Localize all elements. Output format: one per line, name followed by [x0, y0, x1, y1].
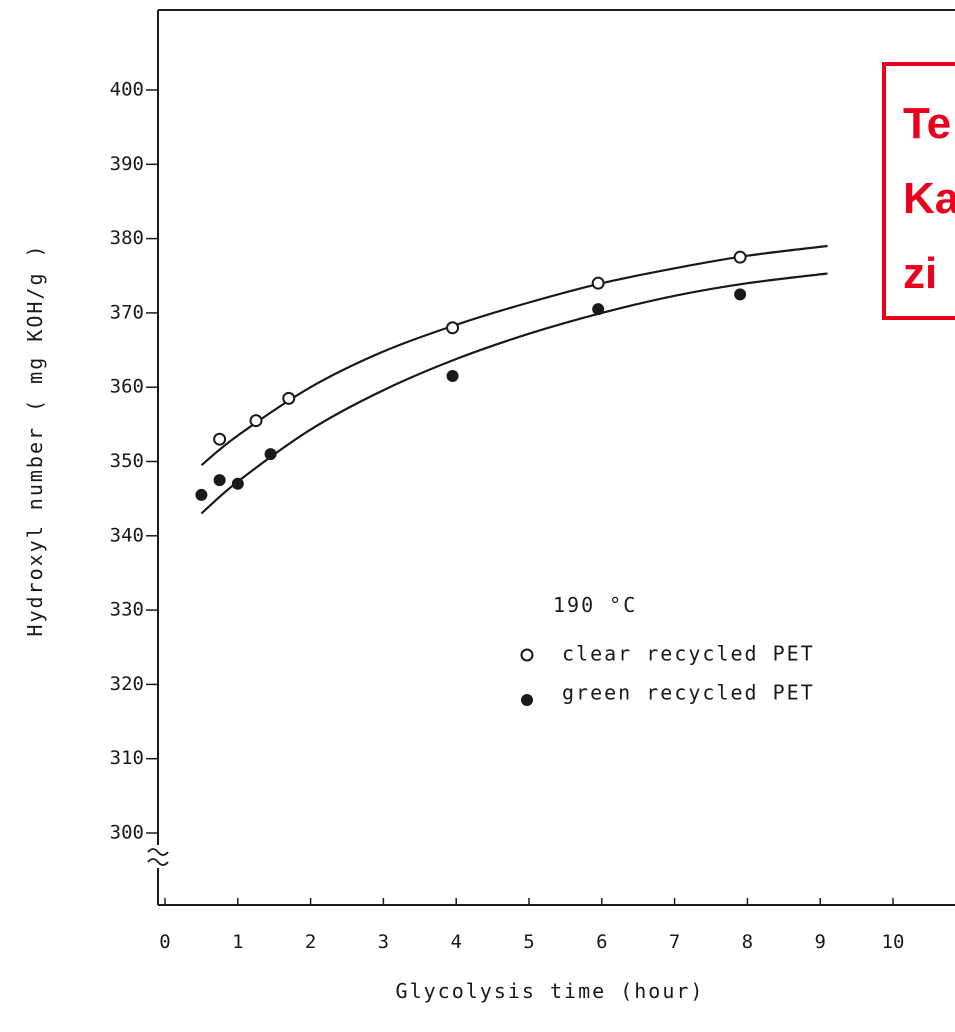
x-tick-label: 2	[305, 931, 316, 953]
y-tick-label: 310	[110, 747, 144, 769]
legend-label-green: green recycled PET	[562, 681, 815, 705]
y-tick-label: 380	[110, 227, 144, 249]
x-tick-label: 8	[742, 931, 753, 953]
overlay-annotation: Te Ka zi	[882, 62, 955, 320]
data-point-clear	[213, 432, 227, 446]
data-point-clear	[282, 391, 296, 405]
data-point-clear	[446, 321, 460, 335]
y-tick-label: 360	[110, 376, 144, 398]
data-point-clear	[249, 414, 263, 428]
legend: 190 °C clear recycled PET green recycled…	[520, 593, 815, 706]
x-tick-label: 1	[232, 931, 243, 953]
y-tick-label: 390	[110, 153, 144, 175]
y-ticks: 300 310 320 330 340 350 360 370 380 390 400	[110, 79, 158, 844]
x-tick-label: 3	[378, 931, 389, 953]
x-tick-label: 6	[596, 931, 607, 953]
data-point-green	[734, 288, 747, 301]
y-tick-label: 300	[110, 822, 144, 844]
data-point-green	[213, 474, 226, 487]
y-tick-label: 330	[110, 599, 144, 621]
data-point-green	[446, 370, 459, 383]
overlay-line-2: Ka	[903, 174, 955, 223]
y-tick-label: 370	[110, 301, 144, 323]
axes	[147, 9, 955, 906]
x-tick-label: 9	[814, 931, 825, 953]
legend-marker-clear	[520, 648, 534, 662]
fit-lines	[200, 244, 828, 515]
y-tick-label: 400	[110, 79, 144, 101]
y-axis-break-mark	[147, 848, 169, 866]
y-tick-label: 320	[110, 673, 144, 695]
overlay-line-1: Te	[903, 99, 951, 148]
y-tick-label: 350	[110, 450, 144, 472]
x-ticks: 0 1 2 3 4 5 6 7 8 9 10	[159, 898, 904, 953]
legend-label-clear: clear recycled PET	[562, 642, 815, 666]
x-tick-label: 5	[523, 931, 534, 953]
data-point-green	[264, 448, 277, 461]
y-tick-label: 340	[110, 524, 144, 546]
data-point-clear	[733, 250, 747, 264]
x-tick-label: 10	[882, 931, 905, 953]
x-tick-label: 7	[669, 931, 680, 953]
data-point-clear	[591, 276, 605, 290]
data-points	[195, 250, 747, 501]
x-axis-title: Glycolysis time (hour)	[396, 979, 705, 1003]
legend-marker-green	[521, 694, 533, 706]
overlay-frame	[882, 62, 955, 320]
data-point-green	[195, 488, 208, 501]
data-point-green	[592, 303, 605, 316]
x-tick-label: 0	[159, 931, 170, 953]
fit-curve-clear	[200, 244, 828, 467]
x-tick-label: 4	[450, 931, 461, 953]
fit-curve-green	[200, 272, 828, 515]
legend-title: 190 °C	[553, 593, 637, 617]
y-axis-title: Hydroxyl number ( mg KOH/g )	[23, 243, 47, 636]
overlay-line-3: zi	[903, 249, 937, 298]
data-point-green	[231, 477, 244, 490]
